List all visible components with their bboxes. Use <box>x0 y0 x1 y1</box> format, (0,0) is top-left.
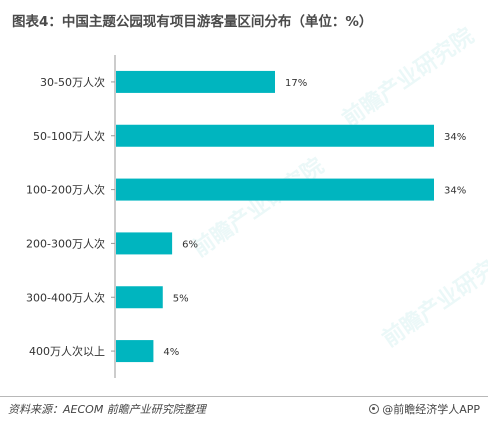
brand-label: @前瞻经济学人APP <box>369 401 480 417</box>
bar <box>116 178 434 201</box>
brand-text: @前瞻经济学人APP <box>382 403 480 416</box>
bar <box>116 340 154 363</box>
data-label: 4% <box>163 347 179 358</box>
data-label: 6% <box>182 239 198 250</box>
category-label: 400万人次以上 <box>29 344 105 358</box>
chart-title: 图表4：中国主题公园现有项目游客量区间分布（单位：%） <box>12 14 373 30</box>
category-label: 50-100万人次 <box>33 129 105 143</box>
data-label: 17% <box>285 78 307 89</box>
bar <box>116 70 275 93</box>
bar <box>116 286 163 309</box>
bar <box>116 232 173 255</box>
source-note: 资料来源：AECOM 前瞻产业研究院整理 <box>8 403 206 416</box>
category-label: 100-200万人次 <box>26 183 105 197</box>
brand-logo-icon <box>369 404 380 414</box>
category-label: 30-50万人次 <box>40 75 105 89</box>
category-label: 300-400万人次 <box>26 290 105 304</box>
category-label: 200-300万人次 <box>26 236 105 250</box>
data-label: 34% <box>444 132 466 143</box>
data-label: 34% <box>444 186 466 197</box>
footer-divider <box>0 396 488 397</box>
bar <box>116 124 434 147</box>
data-label: 5% <box>173 293 189 304</box>
